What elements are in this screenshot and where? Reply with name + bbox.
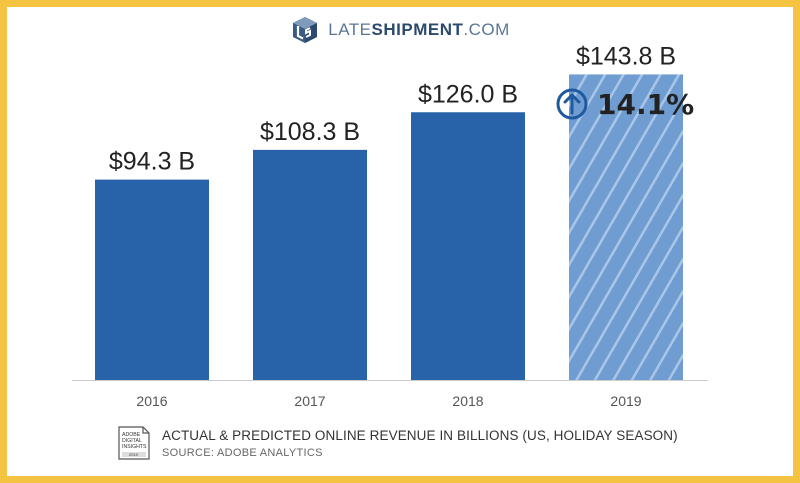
data-label-2017: $108.3 B <box>260 118 360 146</box>
x-tick-labels-group: 2016 2017 2018 2019 <box>136 393 641 409</box>
bar-2018 <box>411 112 525 380</box>
growth-percent: 14.1% <box>597 88 694 121</box>
bar-2019 <box>569 74 683 381</box>
brand-logo: LATESHIPMENT.COM <box>0 15 800 45</box>
up-arrow-icon <box>563 93 581 115</box>
bars-group <box>95 74 683 381</box>
logo-wordmark: LATESHIPMENT.COM <box>328 20 510 40</box>
logo-com: .COM <box>463 20 510 39</box>
x-tick-2016: 2016 <box>136 393 167 409</box>
growth-arrow-circle <box>556 88 588 120</box>
chart-source: SOURCE: ADOBE ANALYTICS <box>162 447 323 459</box>
data-label-2018: $126.0 B <box>418 80 518 108</box>
badge-line-adobe: ADOBE <box>122 432 141 438</box>
bar-2016 <box>95 179 209 380</box>
badge-year: 2019 <box>129 452 139 457</box>
logo-late: LATE <box>328 20 372 39</box>
revenue-bar-chart: $94.3 B $108.3 B $126.0 B $143.8 B 2016 2017… <box>72 42 708 409</box>
badge-line-digital: DIGITAL <box>122 438 142 444</box>
data-labels-group: $94.3 B $108.3 B $126.0 B $143.8 B <box>109 42 676 175</box>
x-tick-2018: 2018 <box>452 393 483 409</box>
data-label-2016: $94.3 B <box>109 148 195 176</box>
chart-caption: ACTUAL & PREDICTED ONLINE REVENUE IN BIL… <box>162 428 678 443</box>
data-label-2019: $143.8 B <box>576 42 676 70</box>
cube-logo-icon <box>293 17 318 43</box>
x-tick-2017: 2017 <box>294 393 325 409</box>
bar-2017 <box>253 149 367 380</box>
adobe-digital-insights-badge: ADOBE DIGITAL INSIGHTS 2019 <box>118 426 150 460</box>
badge-line-insights: INSIGHTS <box>122 444 147 450</box>
logo-shipment: SHIPMENT <box>371 20 464 39</box>
x-tick-2019: 2019 <box>610 393 641 409</box>
growth-annotation: 14.1% <box>556 88 694 121</box>
